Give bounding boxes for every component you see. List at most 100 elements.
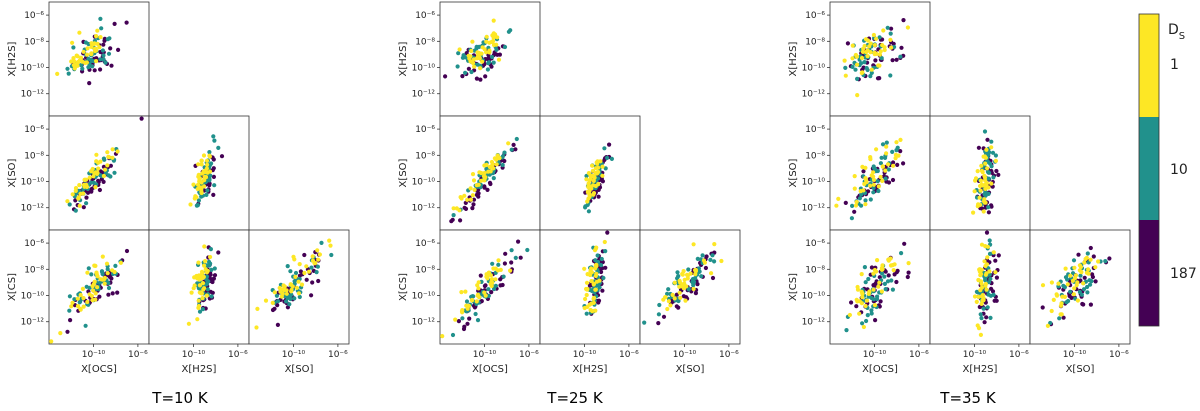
point-ds-10 [699, 274, 704, 279]
point-ds-10 [514, 136, 519, 142]
point-ds-10 [584, 173, 589, 179]
point-ds-187 [503, 251, 508, 256]
point-ds-10 [509, 248, 514, 253]
point-ds-10 [657, 302, 662, 308]
point-ds-187 [878, 299, 883, 304]
point-ds-1 [85, 46, 90, 51]
point-ds-10 [1057, 316, 1062, 321]
point-ds-187 [984, 230, 990, 235]
point-ds-10 [86, 266, 91, 271]
point-ds-187 [68, 318, 73, 323]
point-ds-187 [845, 41, 851, 46]
point-ds-10 [285, 264, 290, 269]
point-ds-1 [491, 266, 496, 271]
point-ds-1 [850, 43, 855, 48]
y-tick-label: 10⁻¹⁰ [412, 178, 436, 188]
point-ds-1 [476, 280, 481, 285]
point-ds-1 [197, 176, 203, 181]
point-ds-1 [97, 45, 102, 50]
y-tick-label: 10⁻¹² [802, 204, 826, 214]
point-ds-10 [869, 70, 874, 75]
point-ds-10 [991, 175, 996, 180]
point-ds-10 [597, 285, 602, 290]
point-ds-10 [642, 320, 647, 325]
point-ds-1 [880, 263, 885, 268]
point-ds-10 [103, 60, 108, 65]
point-ds-187 [1088, 245, 1093, 251]
point-ds-1 [989, 181, 994, 186]
point-ds-1 [983, 283, 988, 288]
point-ds-10 [1068, 289, 1073, 294]
y-tick-label: 10⁻¹⁰ [802, 64, 826, 74]
point-ds-1 [693, 272, 698, 277]
point-ds-1 [70, 192, 75, 197]
point-ds-1 [254, 325, 259, 330]
point-ds-1 [317, 252, 322, 257]
x-axis-label: X[SO] [285, 364, 314, 375]
point-ds-1 [584, 292, 589, 298]
point-ds-187 [212, 273, 218, 278]
point-ds-187 [977, 304, 982, 310]
point-ds-1 [496, 258, 501, 263]
point-ds-10 [987, 170, 992, 175]
point-ds-1 [70, 40, 75, 45]
point-ds-1 [90, 298, 95, 303]
point-ds-1 [591, 178, 596, 183]
point-ds-187 [109, 63, 114, 68]
point-ds-1 [94, 152, 99, 157]
point-ds-10 [89, 58, 94, 64]
point-ds-10 [871, 297, 876, 302]
point-ds-1 [98, 277, 103, 282]
point-ds-1 [454, 206, 459, 211]
point-ds-1 [891, 268, 896, 273]
point-ds-10 [869, 308, 874, 313]
point-ds-1 [1068, 273, 1073, 278]
point-ds-1 [71, 63, 76, 68]
point-ds-1 [70, 300, 75, 305]
point-ds-187 [603, 265, 608, 270]
point-ds-10 [885, 25, 890, 30]
point-ds-187 [1090, 274, 1095, 280]
point-ds-1 [670, 292, 675, 297]
point-ds-10 [84, 201, 89, 206]
point-ds-10 [83, 323, 88, 328]
point-ds-1 [98, 35, 103, 40]
point-ds-10 [710, 253, 715, 258]
point-ds-187 [1040, 305, 1045, 310]
y-axis-label: X[SO] [7, 158, 18, 187]
point-ds-10 [686, 287, 691, 292]
point-ds-1 [102, 275, 107, 280]
point-ds-187 [703, 265, 709, 271]
point-ds-1 [270, 300, 275, 305]
point-ds-1 [104, 261, 110, 266]
point-ds-1 [868, 157, 873, 162]
point-ds-10 [200, 307, 205, 312]
point-ds-187 [208, 272, 213, 277]
point-ds-10 [309, 265, 314, 270]
point-ds-1 [451, 206, 456, 211]
point-ds-10 [297, 294, 302, 300]
x-tick-label: 10⁻¹⁰ [282, 350, 306, 360]
point-ds-10 [494, 47, 499, 52]
point-ds-1 [87, 175, 92, 180]
point-ds-10 [212, 266, 217, 271]
point-ds-1 [491, 166, 496, 171]
point-ds-1 [78, 292, 83, 298]
point-ds-10 [314, 270, 319, 275]
point-ds-187 [607, 142, 612, 147]
point-ds-10 [886, 167, 891, 172]
subplot-frame [829, 115, 931, 231]
point-ds-1 [93, 185, 98, 190]
point-ds-10 [490, 261, 495, 266]
point-ds-1 [199, 269, 205, 274]
point-ds-1 [871, 177, 877, 182]
point-ds-10 [288, 269, 293, 274]
point-ds-1 [979, 168, 985, 173]
point-ds-10 [207, 150, 212, 155]
point-ds-1 [1073, 276, 1078, 281]
point-ds-1 [110, 268, 115, 273]
point-ds-1 [1077, 263, 1082, 268]
